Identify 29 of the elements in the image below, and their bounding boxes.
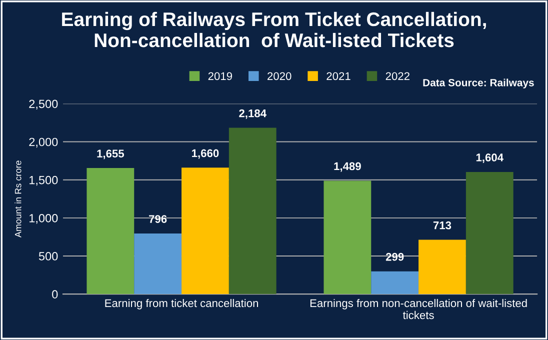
y-tick-label: 2,500 — [29, 100, 58, 110]
chart-title: Earning of Railways From Ticket Cancellation, Non-cancellation of Wait-listed Tickets — [62, 12, 486, 48]
y-axis-title: Amount in Rs crore — [14, 160, 22, 238]
data-label: 2,184 — [239, 109, 266, 119]
legend-label: 2022 — [386, 72, 410, 80]
source-note: Data Source: Railways — [423, 78, 534, 88]
y-tick-label: 0 — [52, 290, 58, 298]
data-label: 1,660 — [192, 149, 219, 159]
y-tick-label: 1,000 — [30, 214, 58, 224]
legend-label: 2021 — [326, 72, 350, 80]
x-tick-label: Earning from ticket cancellation — [105, 298, 258, 310]
y-tick-label: 500 — [38, 252, 58, 260]
x-tick-label: Earnings from non-cancellation of wait-listed tickets — [310, 298, 527, 320]
bar — [134, 233, 182, 294]
legend-label: 2020 — [268, 72, 292, 80]
data-label: 1,604 — [476, 154, 504, 164]
bar — [466, 172, 514, 294]
data-label: 1,489 — [334, 162, 361, 172]
y-tick-label: 2,000 — [29, 138, 58, 148]
bar — [418, 240, 466, 294]
bar — [371, 271, 419, 294]
bar — [228, 128, 276, 294]
y-tick-label: 1,500 — [30, 176, 58, 186]
data-label: 713 — [433, 221, 452, 230]
bar — [182, 168, 229, 294]
legend-label: 2019 — [208, 72, 232, 80]
bar — [86, 168, 134, 294]
bar — [324, 180, 372, 294]
data-label: 1,655 — [97, 150, 124, 160]
